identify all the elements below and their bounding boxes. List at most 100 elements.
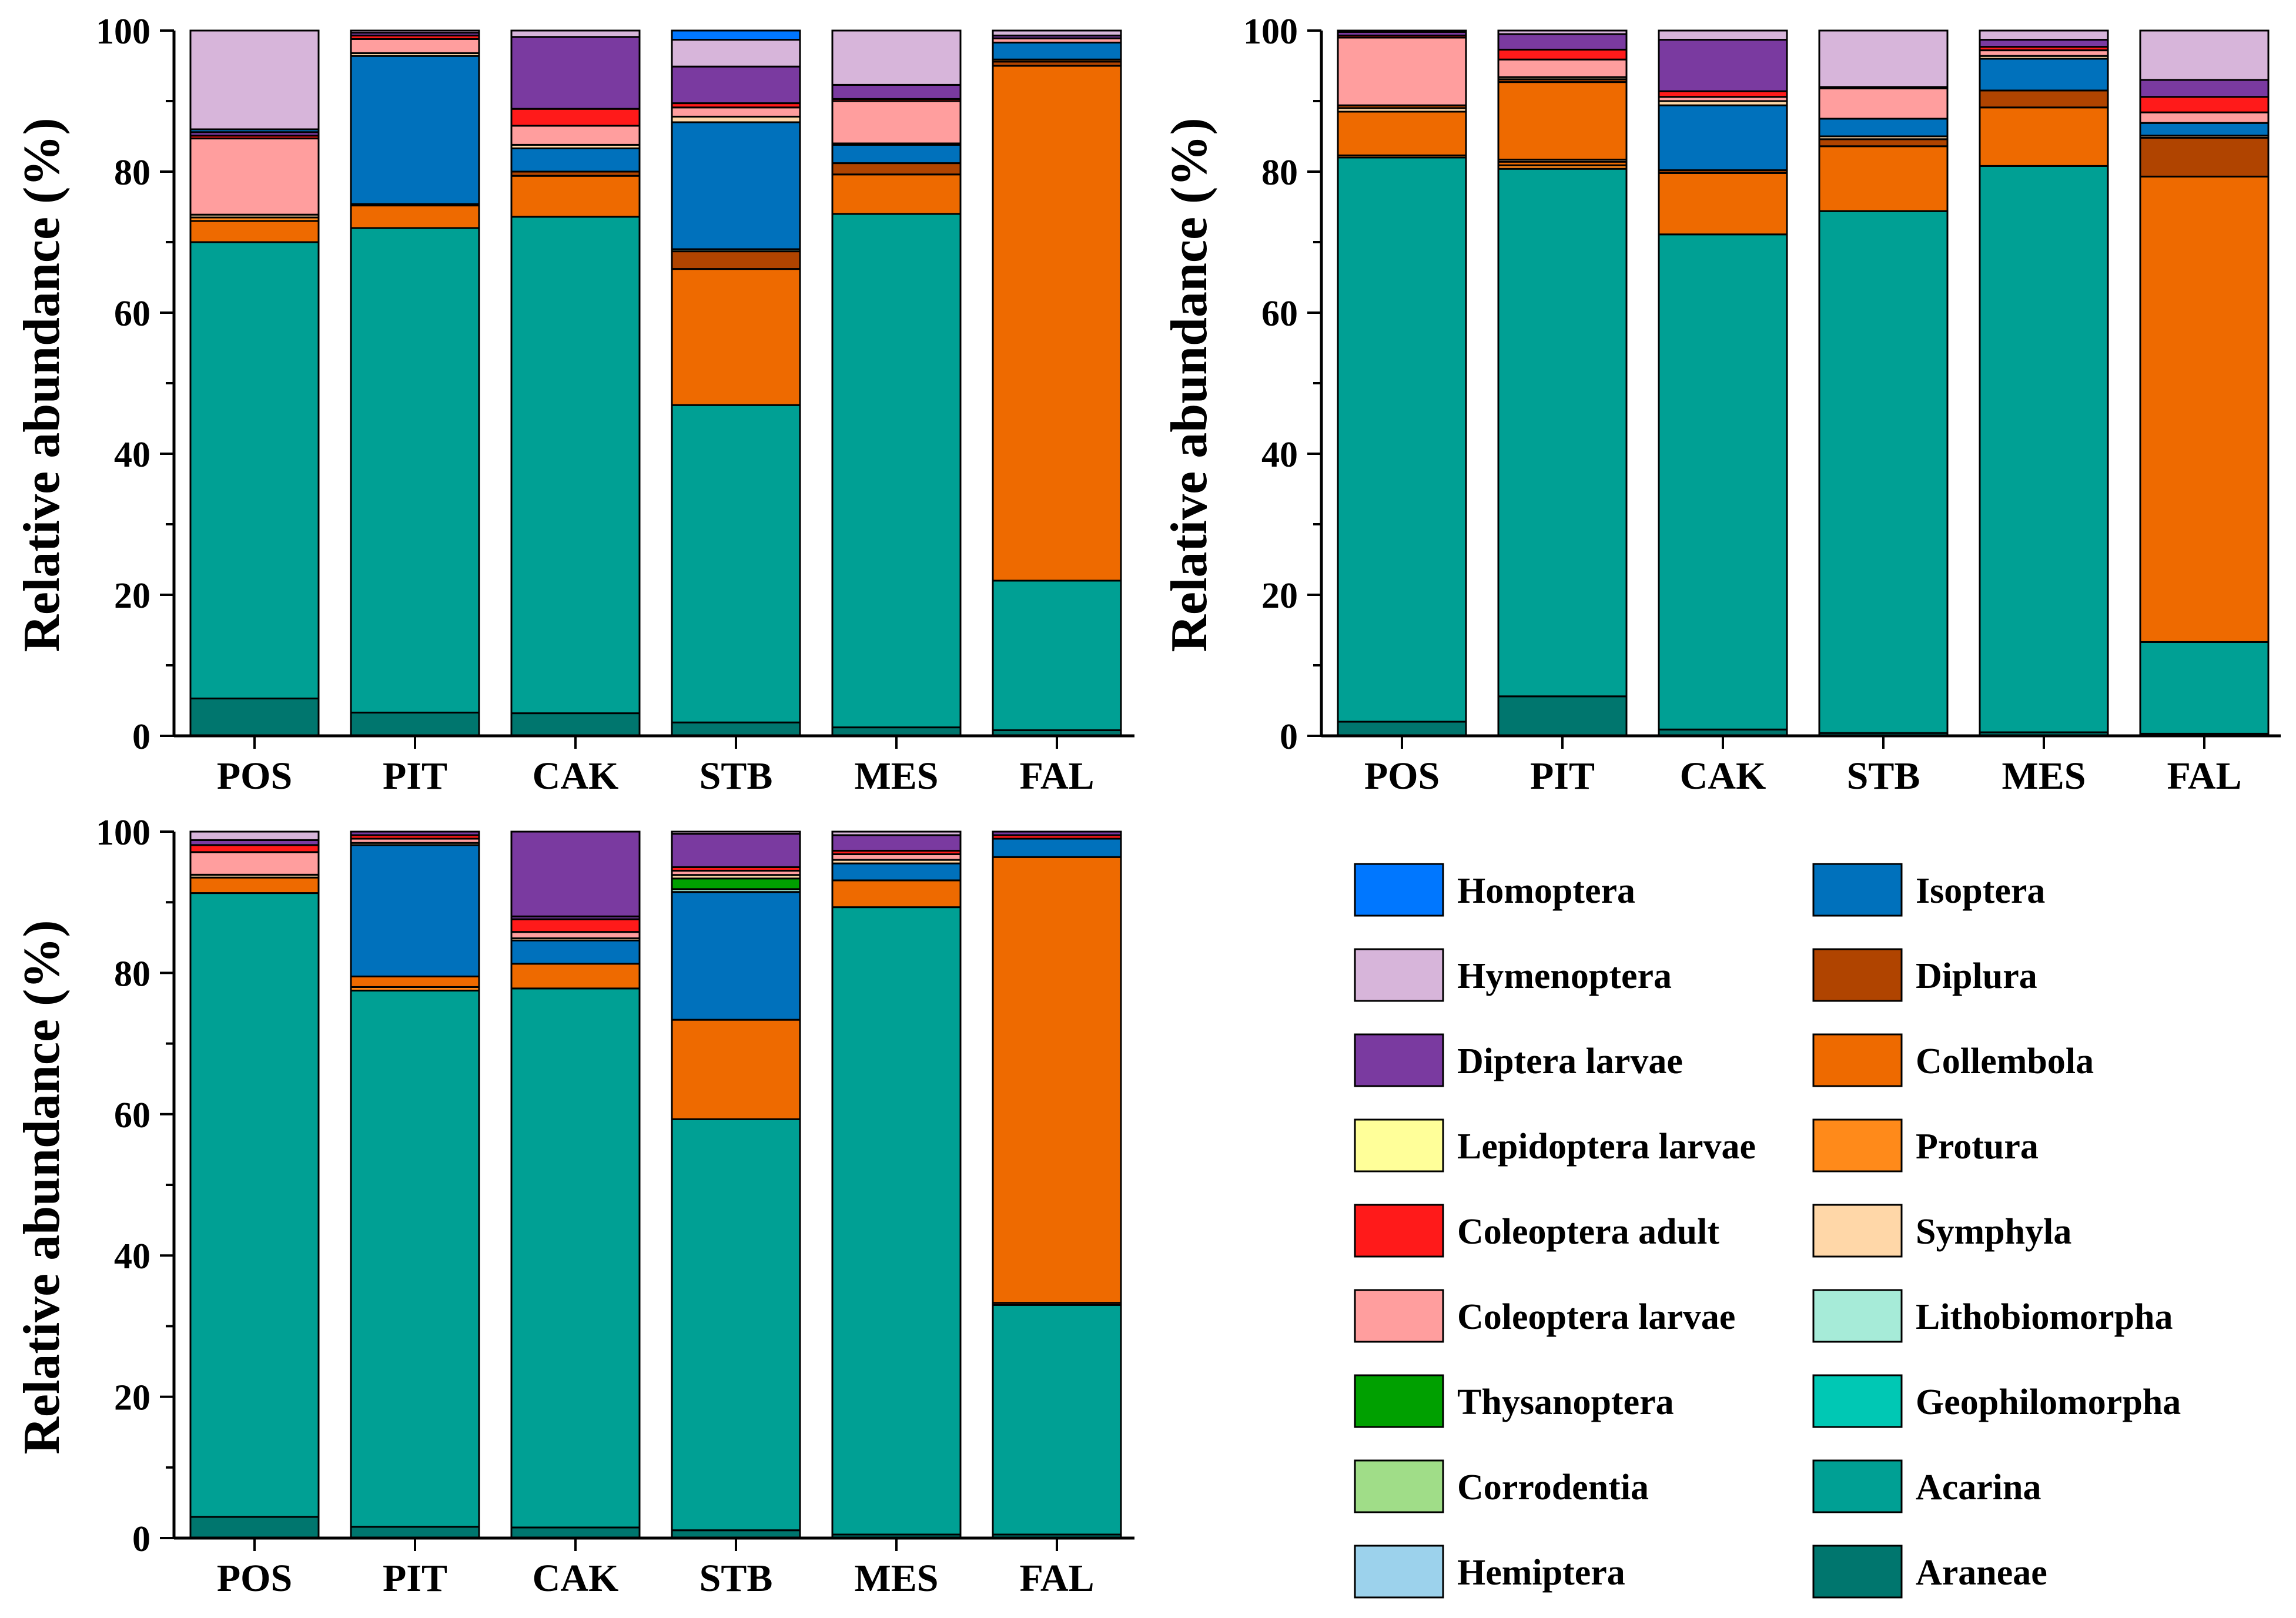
chart-panel-bottom-left: Relative abundance (%) POS PIT CAK STB MES FA… — [14, 813, 1134, 1600]
bar-segment-cak-hymenoptera — [1658, 29, 1788, 41]
legend-swatch-acarina — [1812, 1459, 1903, 1513]
legend-swatch-coleoptera-larvae — [1354, 1289, 1444, 1343]
bar-segment-fal-acarina — [992, 579, 1122, 731]
bar-segment-pit-hymenoptera — [350, 29, 480, 34]
x-tick-label-cak: CAK — [1680, 755, 1766, 798]
bar-segment-pos-hymenoptera — [189, 29, 320, 130]
bar-segment-fal-collembola — [992, 856, 1122, 1304]
bar-segment-stb-isoptera — [671, 891, 801, 1021]
y-tick-label-40: 40 — [114, 1237, 150, 1277]
chart-panel-top-right: Relative abundance (%) POS PIT CAK STB MES FA… — [1161, 12, 2281, 798]
bar-segment-mes-isoptera — [831, 143, 962, 165]
legend-label-hemiptera: Hemiptera — [1457, 1553, 1625, 1593]
legend-label-collembola: Collembola — [1916, 1041, 2094, 1081]
bar-segment-cak-isoptera — [510, 939, 641, 965]
bar-segment-pit-araneae — [350, 711, 480, 737]
bar-segment-pos-coleoptera-larvae — [189, 138, 320, 216]
legend-label-coleoptera-adult: Coleoptera adult — [1457, 1212, 1719, 1252]
bar-segment-fal-collembola — [992, 65, 1122, 582]
x-tick-label-pit: PIT — [383, 755, 447, 798]
x-tick-label-pit: PIT — [383, 1557, 447, 1600]
y-tick-label-80: 80 — [114, 153, 150, 193]
y-tick-label-60: 60 — [114, 294, 150, 334]
y-tick-label-20: 20 — [1261, 576, 1298, 616]
x-tick-label-pit: PIT — [1530, 755, 1595, 798]
bar-segment-fal-diptera-larvae — [992, 830, 1122, 836]
legend-swatch-hemiptera — [1354, 1545, 1444, 1599]
x-tick-label-pos: POS — [1364, 755, 1440, 798]
legend-swatch-symphyla — [1812, 1204, 1903, 1258]
x-tick-label-stb: STB — [699, 1557, 773, 1600]
bar-segment-mes-coleoptera-larvae — [831, 100, 962, 145]
legend-swatch-coleoptera-adult — [1354, 1204, 1444, 1258]
bar-segment-mes-diplura — [1979, 89, 2109, 109]
bar-segment-pos-araneae — [189, 697, 320, 737]
bar-segment-fal-diptera-larvae — [2139, 79, 2270, 98]
y-tick-label-40: 40 — [114, 435, 150, 475]
bar-segment-mes-hymenoptera — [1979, 29, 2109, 41]
legend-swatch-corrodentia — [1354, 1459, 1444, 1513]
bar-segment-stb-thysanoptera — [671, 877, 801, 890]
x-tick-label-mes: MES — [854, 755, 938, 798]
bar-segment-mes-diptera-larvae — [831, 834, 962, 852]
bar-segment-mes-acarina — [1979, 165, 2109, 733]
x-tick-label-cak: CAK — [533, 755, 619, 798]
bar-segment-pit-hymenoptera — [1497, 29, 1628, 35]
bar-segment-pit-coleoptera-adult — [1497, 48, 1628, 61]
bar-segment-fal-coleoptera-adult — [2139, 96, 2270, 113]
bar-segment-pit-acarina — [350, 227, 480, 713]
y-tick-label-20: 20 — [114, 576, 150, 616]
legend-label-diptera-larvae: Diptera larvae — [1457, 1041, 1683, 1081]
bar-segment-cak-coleoptera-adult — [510, 108, 641, 127]
bar-segment-pos-araneae — [189, 1516, 320, 1539]
x-tick-label-pos: POS — [217, 1557, 292, 1600]
bar-segment-fal-acarina — [2139, 641, 2270, 735]
bar-segment-mes-diptera-larvae — [1979, 39, 2109, 48]
bar-segment-cak-diptera-larvae — [510, 830, 641, 917]
bar-segment-pos-collembola — [189, 876, 320, 895]
y-tick-label-60: 60 — [1261, 294, 1298, 334]
bar-segment-mes-hymenoptera — [831, 830, 962, 836]
bar-segment-pit-isoptera — [350, 844, 480, 977]
bar-segment-pos-acarina — [1337, 156, 1467, 723]
bar-segment-mes-isoptera — [831, 862, 962, 882]
y-tick-label-100: 100 — [96, 12, 150, 52]
legend-label-protura: Protura — [1916, 1127, 2039, 1167]
bar-segment-pit-diptera-larvae — [1497, 33, 1628, 51]
x-tick-label-mes: MES — [854, 1557, 938, 1600]
legend-swatch-diplura — [1812, 948, 1903, 1002]
bar-segment-mes-diptera-larvae — [831, 83, 962, 100]
bar-segment-cak-isoptera — [510, 147, 641, 173]
legend-label-acarina: Acarina — [1916, 1468, 2041, 1508]
bar-segment-pos-araneae — [1337, 721, 1467, 737]
bar-segment-pos-collembola — [1337, 110, 1467, 156]
bar-segment-stb-coleoptera-larvae — [1818, 87, 1949, 120]
bar-segment-stb-acarina — [671, 1118, 801, 1532]
bar-segment-pit-coleoptera-larvae — [1497, 58, 1628, 78]
y-tick-label-0: 0 — [1280, 717, 1298, 757]
chart-panel-top-left: Relative abundance (%) POS PIT CAK STB MES FA… — [14, 12, 1134, 798]
legend-label-homoptera: Homoptera — [1457, 871, 1635, 911]
legend-swatch-protura — [1812, 1118, 1903, 1173]
bar-segment-cak-acarina — [1658, 233, 1788, 731]
bar-segment-mes-hymenoptera — [831, 29, 962, 86]
bar-segment-stb-acarina — [1818, 210, 1949, 734]
x-tick-label-pos: POS — [217, 755, 292, 798]
y-tick-label-100: 100 — [96, 813, 150, 853]
bar-segment-cak-araneae — [510, 1526, 641, 1539]
y-axis-label: Relative abundance (%) — [14, 920, 71, 1454]
bar-segment-cak-araneae — [510, 712, 641, 737]
legend-swatch-homoptera — [1354, 863, 1444, 917]
bar-segment-pit-collembola — [1497, 81, 1628, 161]
bar-segment-stb-diptera-larvae — [671, 65, 801, 105]
bar-segment-cak-isoptera — [1658, 104, 1788, 172]
bar-segment-pit-acarina — [350, 989, 480, 1528]
bar-segment-pos-hymenoptera — [1337, 29, 1467, 33]
y-tick-label-80: 80 — [114, 954, 150, 994]
bar-segment-pos-coleoptera-larvae — [189, 851, 320, 876]
bar-segment-cak-collembola — [510, 963, 641, 990]
x-tick-label-mes: MES — [2002, 755, 2086, 798]
bar-segment-stb-collembola — [1818, 145, 1949, 212]
y-tick-label-60: 60 — [114, 1096, 150, 1135]
bar-segment-stb-diplura — [1818, 138, 1949, 148]
